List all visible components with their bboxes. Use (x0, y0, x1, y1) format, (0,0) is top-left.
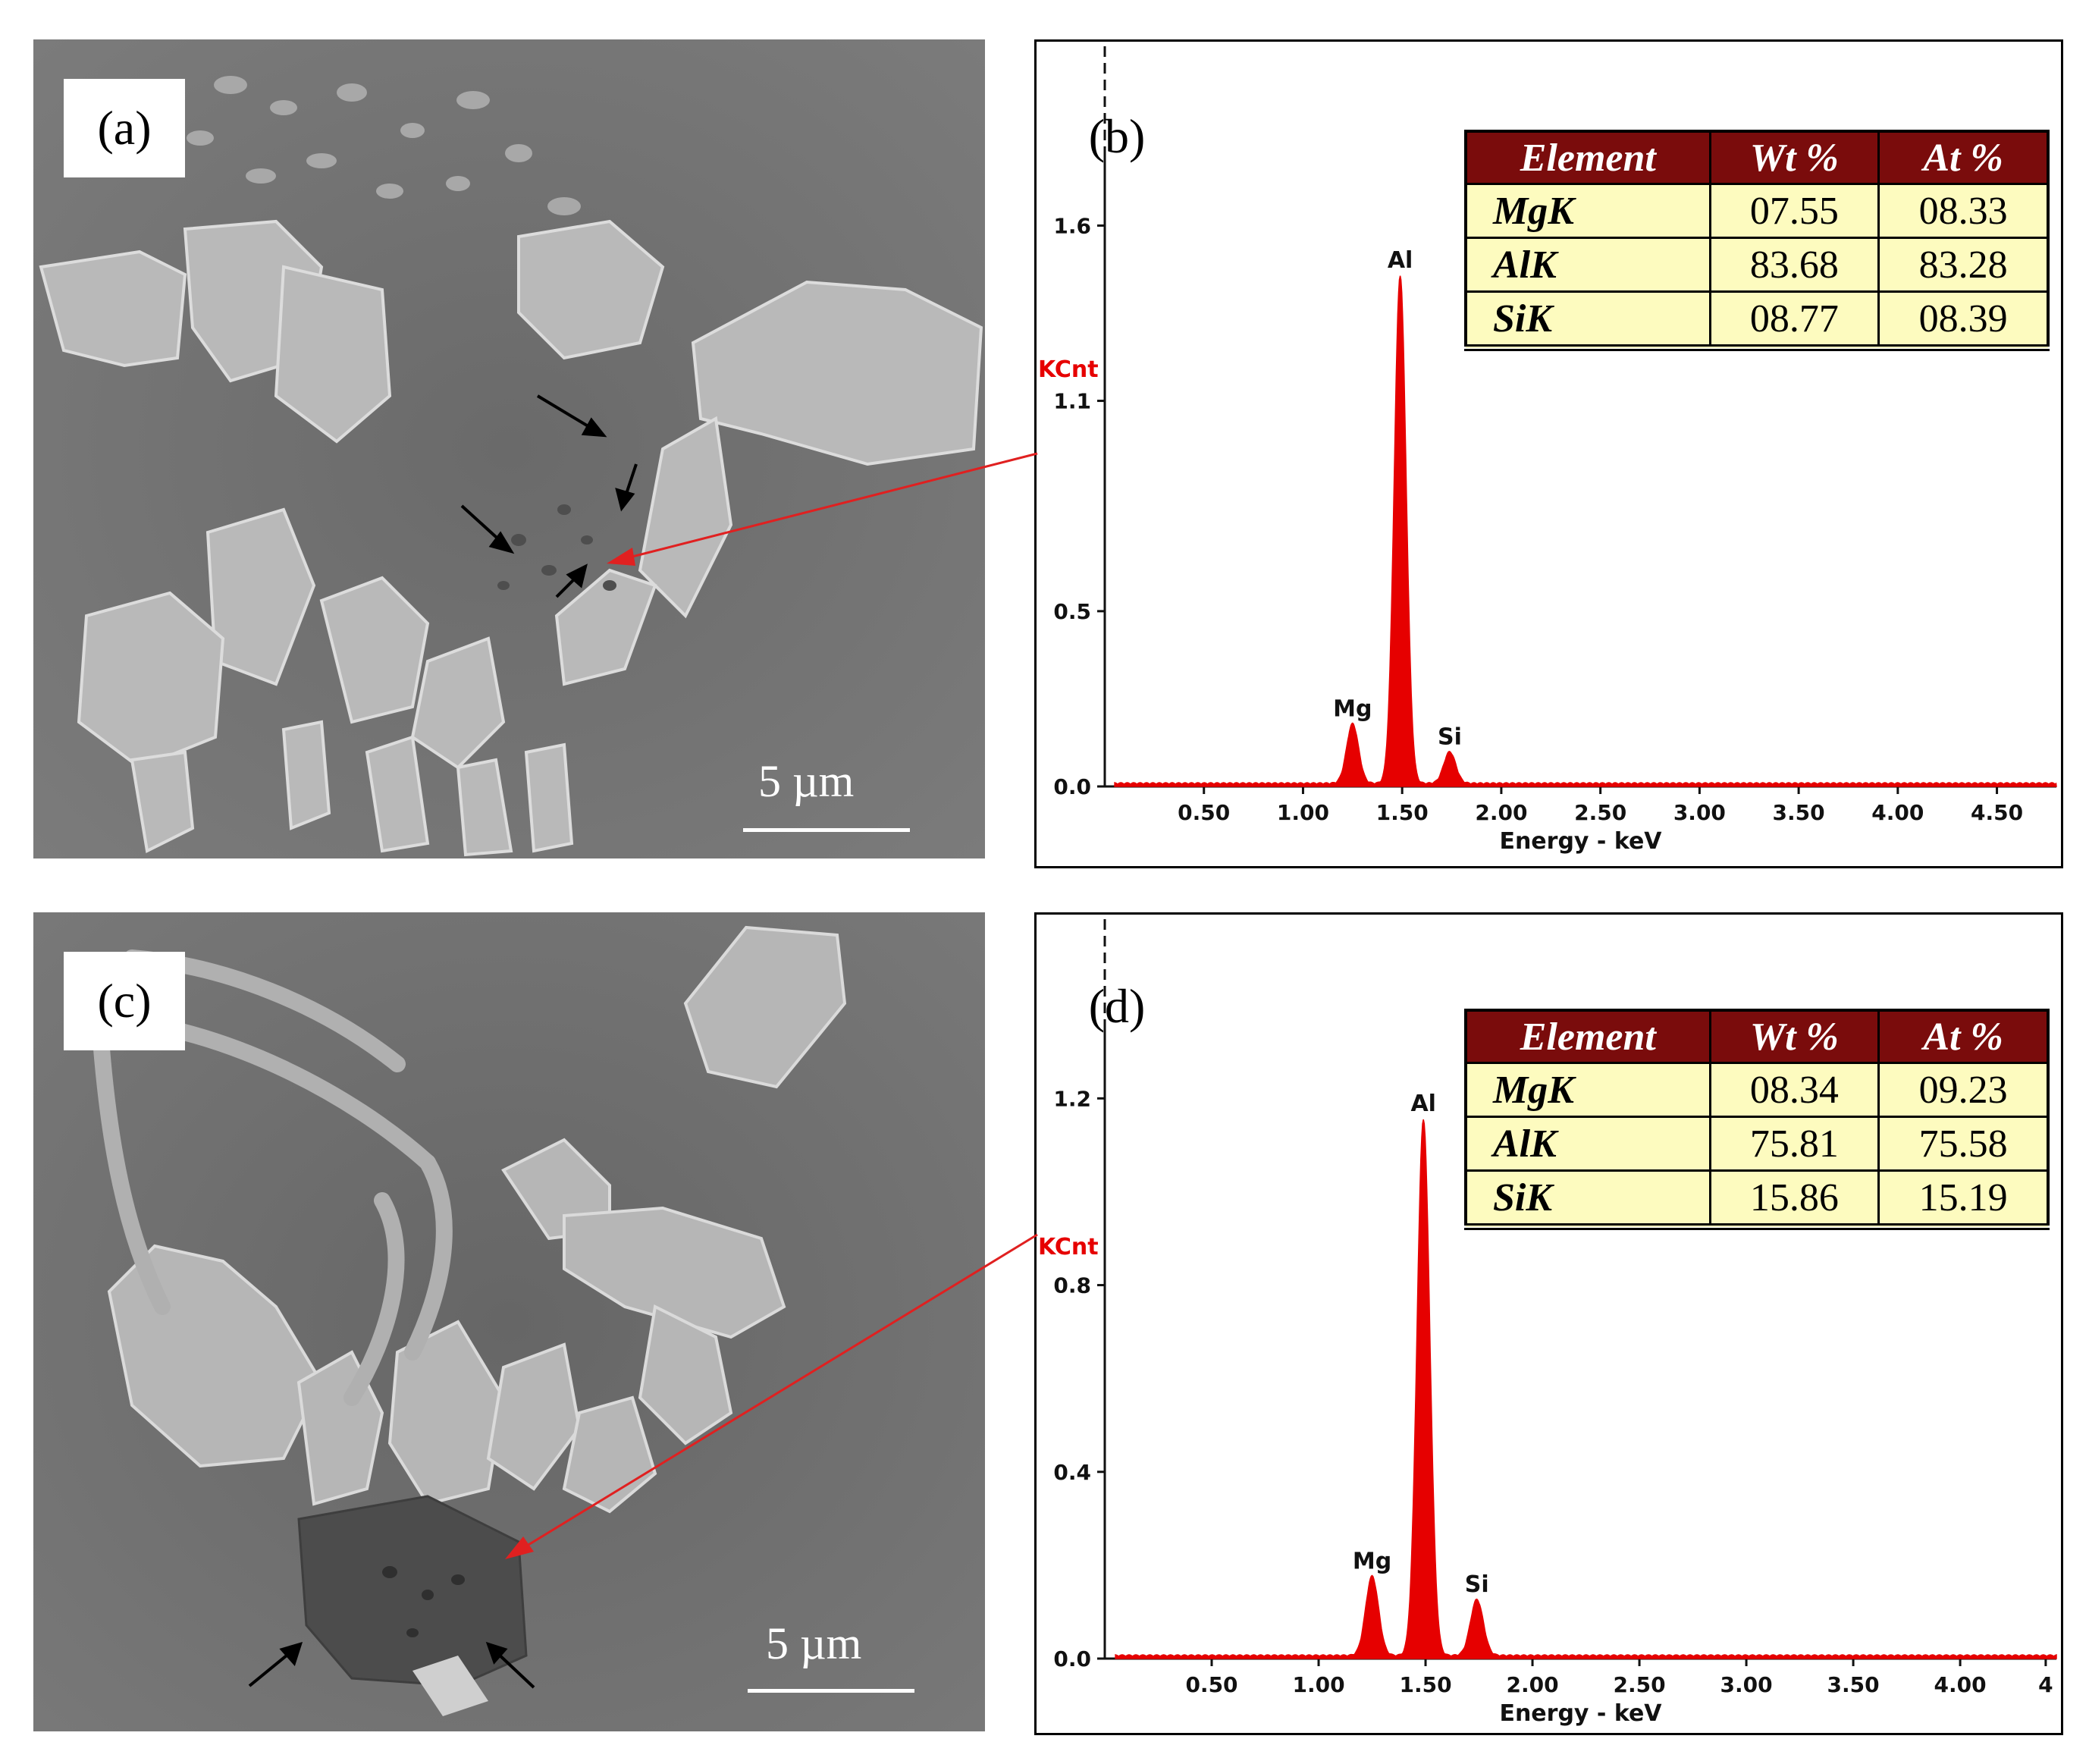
y-tick-label: 0.0 (1053, 774, 1091, 799)
y-tick-label: 0.5 (1053, 599, 1091, 624)
table-header-row: Element Wt % At % (1464, 1009, 2050, 1064)
cell-element: MgK (1464, 183, 1711, 239)
header-wt: Wt % (1708, 1009, 1880, 1064)
cell-at: 08.39 (1877, 290, 2050, 351)
x-tick-label: 0.50 (1185, 1672, 1237, 1697)
peak-label: Al (1388, 247, 1413, 274)
cell-wt: 08.34 (1708, 1062, 1880, 1118)
peak-label: Mg (1333, 695, 1372, 722)
composition-table-d: Element Wt % At % MgK 08.34 09.23 AlK 75… (1464, 1009, 2050, 1230)
x-tick-label: 2.00 (1506, 1672, 1558, 1697)
peak-label: Si (1438, 723, 1462, 750)
header-at: At % (1877, 1009, 2050, 1064)
scale-bar-c (748, 1689, 914, 1693)
x-tick-label: 1.00 (1292, 1672, 1344, 1697)
scale-bar-a (743, 828, 910, 832)
eds-spectrum-d: 0.0 0.4 0.8 1.2 0.50 1.00 1.50 2.00 2.50 3.00 3.50… (1034, 912, 2063, 1735)
y-tick-label: 1.6 (1053, 213, 1091, 238)
x-tick-label: 4.50 (1971, 800, 2023, 825)
scale-bar-label-a: 5 µm (758, 756, 855, 806)
cell-wt: 08.77 (1708, 290, 1880, 351)
cell-wt: 07.55 (1708, 183, 1880, 239)
header-element: Element (1464, 130, 1711, 185)
cell-element: AlK (1464, 1116, 1711, 1172)
x-tick-label: 2.50 (1574, 800, 1626, 825)
x-tick-label: 4 (2038, 1672, 2053, 1697)
x-axis-label: Energy - keV (1499, 828, 1662, 855)
x-tick-label: 2.00 (1475, 800, 1527, 825)
spectrum-area (1115, 1119, 2057, 1659)
x-tick-label: 1.50 (1376, 800, 1429, 825)
cell-at: 15.19 (1877, 1169, 2050, 1230)
y-tick-label: 0.0 (1053, 1646, 1091, 1671)
x-tick-label: 3.00 (1720, 1672, 1773, 1697)
x-tick-label: 2.50 (1614, 1672, 1666, 1697)
spectrum-plot-b: 0.0 0.5 1.1 1.6 0.50 1.00 1.50 2.00 2.50 3.00 3.50… (1038, 46, 2057, 855)
sem-texture-a (33, 39, 985, 858)
header-element: Element (1464, 1009, 1711, 1064)
table-row: SiK 08.77 08.39 (1464, 290, 2050, 351)
sem-image-c: (c) 5 µm (33, 912, 985, 1731)
cell-element: SiK (1464, 290, 1711, 351)
cell-at: 83.28 (1877, 237, 2050, 293)
cell-element: AlK (1464, 237, 1711, 293)
table-row: MgK 07.55 08.33 (1464, 183, 2050, 239)
x-tick-label: 1.00 (1277, 800, 1329, 825)
table-row: AlK 75.81 75.58 (1464, 1116, 2050, 1172)
y-tick-label: 1.2 (1053, 1086, 1091, 1111)
spectrum-plot-d: 0.0 0.4 0.8 1.2 0.50 1.00 1.50 2.00 2.50 3.00 3.50… (1038, 919, 2057, 1727)
table-row: SiK 15.86 15.19 (1464, 1169, 2050, 1230)
panel-label-b: (b) (1088, 109, 1146, 163)
cell-element: SiK (1464, 1169, 1711, 1230)
x-axis-label: Energy - keV (1499, 1700, 1662, 1727)
y-tick-label: 1.1 (1053, 389, 1091, 414)
sem-image-a: (a) 5 µm (33, 39, 985, 858)
table-row: AlK 83.68 83.28 (1464, 237, 2050, 293)
y-tick-label: 0.8 (1053, 1273, 1091, 1298)
cell-at: 08.33 (1877, 183, 2050, 239)
peak-label: Al (1410, 1091, 1436, 1117)
spectrum-area (1114, 275, 2057, 787)
table-header-row: Element Wt % At % (1464, 130, 2050, 185)
panel-label-d: (d) (1088, 979, 1146, 1033)
cell-element: MgK (1464, 1062, 1711, 1118)
x-tick-label: 4.00 (1871, 800, 1924, 825)
eds-spectrum-b: 0.0 0.5 1.1 1.6 0.50 1.00 1.50 2.00 2.50 3.00 3.50… (1034, 39, 2063, 868)
cell-wt: 15.86 (1708, 1169, 1880, 1230)
x-tick-label: 3.50 (1827, 1672, 1880, 1697)
composition-table-b: Element Wt % At % MgK 07.55 08.33 AlK 83… (1464, 130, 2050, 351)
x-tick-label: 3.00 (1673, 800, 1726, 825)
y-axis-label: KCnt (1038, 356, 1099, 383)
panel-label-a: (a) (64, 79, 185, 177)
cell-at: 09.23 (1877, 1062, 2050, 1118)
table-row: MgK 08.34 09.23 (1464, 1062, 2050, 1118)
scale-bar-label-c: 5 µm (766, 1618, 862, 1668)
peak-label: Si (1465, 1571, 1489, 1598)
y-axis-label: KCnt (1038, 1234, 1099, 1260)
cell-wt: 75.81 (1708, 1116, 1880, 1172)
header-wt: Wt % (1708, 130, 1880, 185)
cell-wt: 83.68 (1708, 237, 1880, 293)
x-tick-label: 3.50 (1773, 800, 1825, 825)
peak-label: Mg (1353, 1548, 1391, 1574)
panel-label-c: (c) (64, 952, 185, 1050)
cell-at: 75.58 (1877, 1116, 2050, 1172)
x-tick-label: 1.50 (1399, 1672, 1451, 1697)
x-tick-label: 4.00 (1934, 1672, 1987, 1697)
header-at: At % (1877, 130, 2050, 185)
x-tick-label: 0.50 (1178, 800, 1230, 825)
y-tick-label: 0.4 (1053, 1460, 1091, 1485)
